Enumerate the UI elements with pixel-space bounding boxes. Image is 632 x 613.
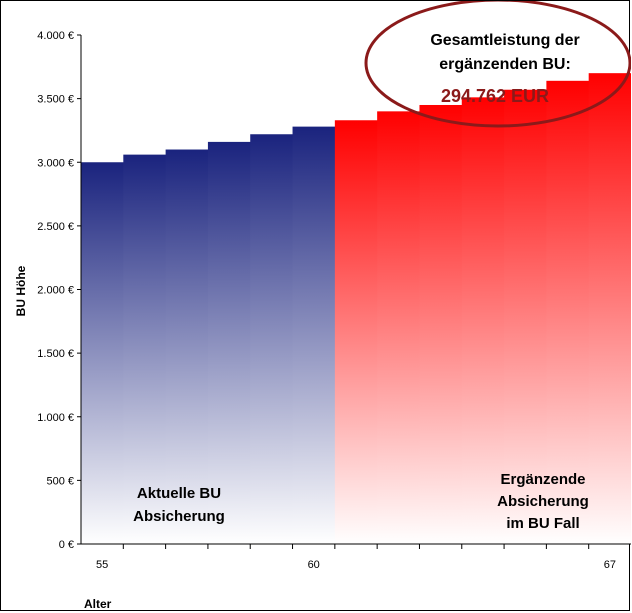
bar-current-age-59: [250, 134, 294, 544]
callout-value: 294.762 EUR: [441, 86, 549, 106]
total-callout: Gesamtleistung der ergänzenden BU: 294.7…: [364, 1, 631, 128]
bar-supplementary-age-65: [504, 89, 547, 544]
bar-current-age-55: [81, 162, 124, 544]
y-tick-label: 1.000 €: [37, 412, 74, 424]
y-tick-label: 3.000 €: [37, 157, 74, 169]
x-axis-ticks: 55 60 67: [96, 544, 616, 571]
y-axis-title: BU Höhe: [14, 265, 28, 316]
y-tick-label: 2.000 €: [37, 285, 74, 297]
x-axis-title: Alter: [84, 597, 112, 611]
right-group-label-line-2: Absicherung: [497, 493, 589, 510]
left-group-label-line-2: Absicherung: [133, 508, 225, 525]
x-tick-label-67: 67: [604, 559, 616, 571]
bar-current-age-58: [207, 141, 251, 544]
bar-supplementary-age-62: [377, 111, 421, 544]
left-group-label-line-1: Aktuelle BU: [137, 485, 221, 502]
bar-current-age-56: [123, 154, 167, 544]
bar-supplementary-age-61: [334, 120, 378, 544]
y-tick-label: 500 €: [46, 475, 74, 487]
x-tick-label-55: 55: [96, 559, 108, 571]
bars: [81, 73, 631, 545]
right-group-label-line-3: im BU Fall: [506, 515, 579, 532]
y-tick-label: 4.000 €: [37, 30, 74, 42]
right-group-label-line-1: Ergänzende: [500, 471, 585, 488]
right-group-label: Ergänzende Absicherung im BU Fall: [497, 471, 589, 532]
y-tick-label: 0 €: [59, 539, 74, 551]
bar-supplementary-age-64: [461, 97, 505, 544]
x-tick-label-60: 60: [308, 559, 320, 571]
y-axis-ticks: 0 € 500 € 1.000 € 1.500 € 2.000 € 2.500 € 3.00…: [37, 30, 81, 551]
y-tick-label: 2.500 €: [37, 221, 74, 233]
callout-ellipse: [364, 1, 631, 128]
callout-title-line-2: ergänzenden BU:: [439, 56, 571, 73]
bar-supplementary-age-63: [419, 104, 463, 545]
y-tick-label: 3.500 €: [37, 94, 74, 106]
left-group-label: Aktuelle BU Absicherung: [133, 485, 225, 525]
y-tick-label: 1.500 €: [37, 348, 74, 360]
bar-current-age-60: [292, 126, 336, 545]
bar-supplementary-age-66: [546, 80, 590, 544]
callout-title-line-1: Gesamtleistung der: [430, 32, 579, 49]
bar-current-age-57: [165, 149, 209, 544]
bar-supplementary-age-67: [588, 73, 631, 545]
